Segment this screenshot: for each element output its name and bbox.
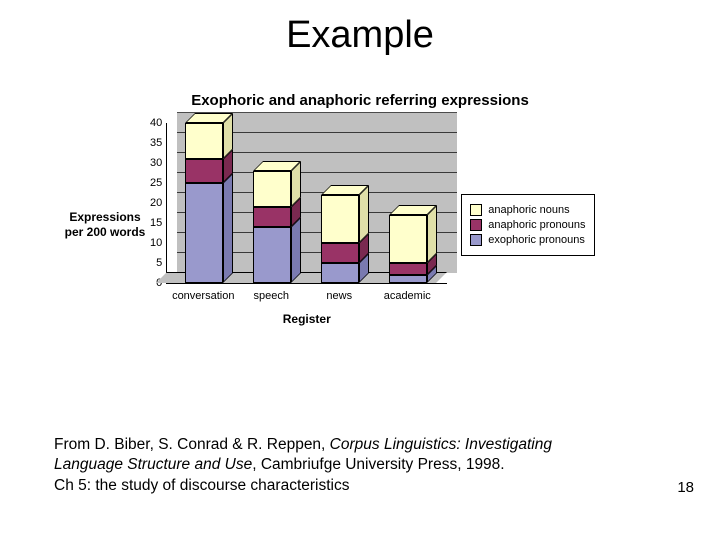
citation-text: Ch 5: the study of discourse characteris…	[54, 477, 350, 494]
legend-label: anaphoric nouns	[488, 204, 569, 216]
legend: anaphoric nouns anaphoric pronouns exophor…	[461, 194, 594, 256]
x-tick-label: academic	[373, 290, 441, 302]
x-tick-label: conversation	[169, 290, 237, 302]
y-axis-ticks: 4035302520151050	[150, 123, 166, 283]
citation-text: From D. Biber, S. Conrad & R. Reppen,	[54, 436, 330, 453]
citation-text: , Cambriufge University Press, 1998.	[252, 456, 504, 473]
citation: From D. Biber, S. Conrad & R. Reppen, Co…	[54, 435, 644, 496]
legend-item: anaphoric nouns	[470, 204, 585, 216]
x-tick-label: speech	[237, 290, 305, 302]
page-number: 18	[677, 479, 694, 496]
citation-italic: Corpus Linguistics: Investigating	[330, 436, 552, 453]
legend-item: exophoric pronouns	[470, 234, 585, 246]
chart-title: Exophoric and anaphoric referring expres…	[60, 92, 660, 109]
legend-label: anaphoric pronouns	[488, 219, 585, 231]
x-tick-label: news	[305, 290, 373, 302]
slide-title: Example	[0, 14, 720, 57]
legend-swatch	[470, 219, 482, 231]
x-axis-title: Register	[166, 312, 447, 326]
citation-italic: Language Structure and Use	[54, 456, 252, 473]
legend-label: exophoric pronouns	[488, 234, 585, 246]
legend-swatch	[470, 204, 482, 216]
legend-swatch	[470, 234, 482, 246]
x-axis-ticks: conversationspeechnewsacademic	[166, 290, 446, 302]
chart: Exophoric and anaphoric referring expres…	[60, 92, 660, 326]
plot-area	[166, 123, 447, 284]
y-axis-title: Expressions per 200 words	[60, 210, 150, 240]
legend-item: anaphoric pronouns	[470, 219, 585, 231]
